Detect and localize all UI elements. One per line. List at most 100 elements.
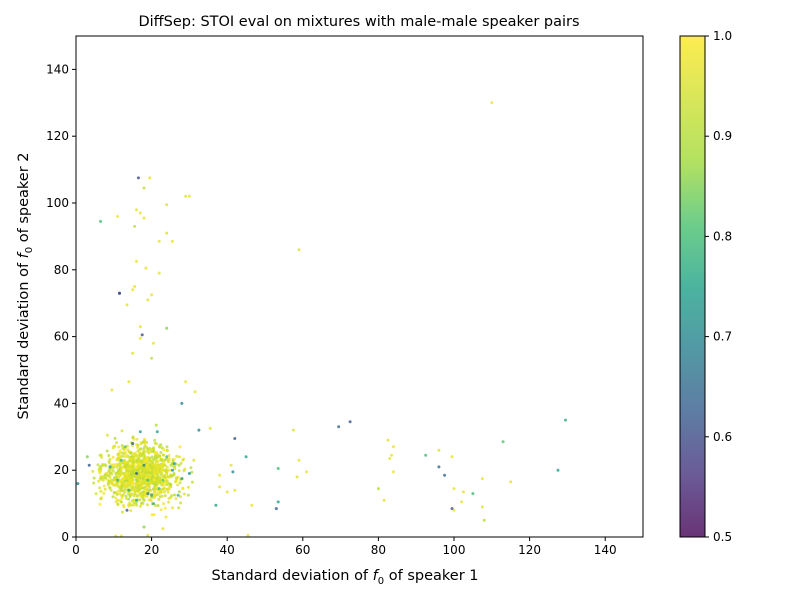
data-point — [218, 473, 222, 477]
data-point — [128, 495, 132, 498]
data-point — [126, 448, 130, 452]
data-point — [452, 508, 456, 512]
data-point — [116, 489, 120, 493]
data-point — [114, 500, 118, 504]
data-point — [131, 481, 134, 485]
data-point — [107, 454, 111, 457]
data-point — [161, 464, 165, 468]
data-point — [123, 479, 127, 483]
data-point — [135, 472, 138, 475]
data-point — [138, 336, 142, 340]
data-point — [160, 468, 164, 472]
data-point — [124, 494, 128, 498]
data-point — [127, 380, 131, 384]
data-point — [154, 491, 158, 495]
data-point — [157, 239, 161, 243]
data-point — [152, 502, 155, 506]
data-point — [135, 475, 139, 479]
data-point — [177, 490, 181, 494]
data-point — [119, 479, 122, 483]
data-point — [297, 248, 301, 252]
data-point — [150, 455, 154, 459]
y-tick-label: 80 — [54, 263, 69, 277]
data-point — [145, 503, 149, 507]
data-point — [161, 487, 165, 491]
data-point — [140, 333, 144, 337]
data-point — [110, 482, 114, 486]
data-point — [138, 430, 142, 434]
data-point — [146, 482, 150, 486]
data-point — [136, 176, 140, 180]
data-point — [437, 465, 441, 469]
data-point — [99, 497, 103, 501]
data-point — [133, 451, 137, 455]
data-point — [125, 444, 129, 448]
data-point — [132, 455, 136, 459]
data-point — [167, 500, 171, 504]
data-point — [125, 508, 129, 512]
data-point — [115, 492, 119, 496]
data-point — [145, 495, 149, 499]
data-point — [131, 351, 135, 355]
data-point — [471, 492, 475, 496]
data-point — [120, 482, 124, 485]
data-point — [129, 509, 133, 513]
data-point — [208, 426, 212, 430]
colorbar-axis: 0.5 0.6 0.7 0.8 0.9 1.0 — [705, 29, 732, 544]
data-point — [153, 471, 156, 475]
data-point — [98, 465, 102, 469]
data-point — [165, 231, 169, 235]
data-point — [130, 465, 134, 469]
data-point — [143, 456, 146, 460]
data-point — [122, 448, 126, 452]
data-point — [129, 479, 133, 483]
data-point — [178, 481, 182, 485]
data-point — [91, 469, 95, 473]
data-point — [123, 460, 127, 464]
data-point — [137, 478, 141, 482]
data-point — [337, 425, 341, 429]
data-point — [174, 476, 178, 480]
data-point — [192, 458, 196, 462]
data-point — [131, 436, 135, 440]
data-point — [148, 176, 152, 180]
data-point — [193, 390, 197, 394]
data-point — [137, 491, 141, 494]
data-point — [128, 450, 131, 454]
plot-frame — [75, 35, 644, 538]
data-point — [141, 472, 145, 476]
data-point — [145, 459, 148, 463]
data-point — [189, 466, 193, 470]
data-point — [170, 239, 174, 243]
data-point — [450, 455, 454, 459]
y-axis-label-f: f — [16, 251, 32, 258]
data-point — [178, 445, 182, 449]
data-point — [386, 438, 390, 442]
data-point — [117, 445, 121, 449]
data-point — [111, 455, 115, 459]
data-point — [135, 208, 138, 212]
data-point — [152, 446, 156, 450]
colorbar-tick-label: 0.7 — [713, 330, 732, 344]
data-point — [149, 460, 153, 464]
data-point — [138, 463, 142, 466]
y-axis-label-sub: 0 — [24, 247, 35, 253]
data-point — [190, 470, 194, 474]
data-point — [186, 485, 190, 489]
data-point — [98, 469, 102, 473]
data-point — [108, 457, 112, 461]
data-point — [148, 488, 152, 492]
data-point — [158, 444, 161, 448]
data-point — [110, 467, 114, 471]
data-point — [348, 420, 352, 424]
data-point — [116, 484, 120, 488]
data-point — [163, 506, 167, 510]
data-point — [131, 442, 135, 445]
data-point — [153, 454, 157, 458]
data-point — [169, 474, 173, 478]
data-point — [180, 477, 184, 481]
data-point — [138, 454, 142, 457]
x-axis-label-suffix: of speaker 1 — [384, 568, 478, 584]
scatter-points — [76, 101, 567, 537]
data-point — [152, 513, 156, 517]
